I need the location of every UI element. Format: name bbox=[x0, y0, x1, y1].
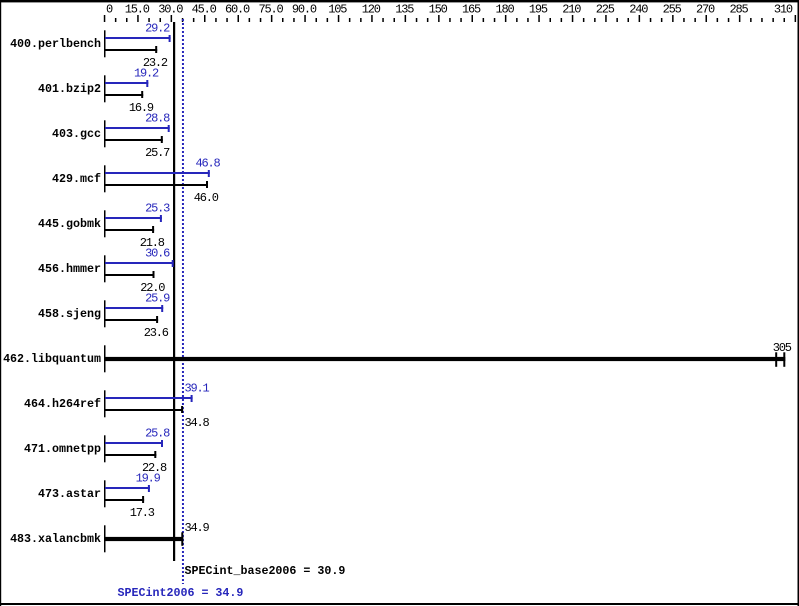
svg-text:15.0: 15.0 bbox=[125, 2, 150, 16]
svg-text:17.3: 17.3 bbox=[130, 506, 155, 520]
svg-text:240: 240 bbox=[629, 2, 648, 16]
svg-text:120: 120 bbox=[362, 2, 381, 16]
svg-text:473.astar: 473.astar bbox=[38, 487, 101, 501]
svg-text:400.perlbench: 400.perlbench bbox=[10, 37, 101, 51]
svg-text:180: 180 bbox=[495, 2, 514, 16]
svg-text:305: 305 bbox=[773, 341, 792, 355]
svg-text:45.0: 45.0 bbox=[192, 2, 217, 16]
svg-text:29.2: 29.2 bbox=[145, 22, 170, 36]
svg-text:464.h264ref: 464.h264ref bbox=[24, 397, 101, 411]
svg-text:285: 285 bbox=[729, 2, 748, 16]
svg-text:270: 270 bbox=[696, 2, 715, 16]
svg-text:16.9: 16.9 bbox=[129, 101, 154, 115]
svg-text:SPECint2006 = 34.9: SPECint2006 = 34.9 bbox=[118, 586, 244, 600]
svg-text:403.gcc: 403.gcc bbox=[52, 127, 101, 141]
svg-text:90.0: 90.0 bbox=[292, 2, 317, 16]
svg-text:210: 210 bbox=[562, 2, 581, 16]
svg-text:456.hmmer: 456.hmmer bbox=[38, 262, 101, 276]
svg-text:195: 195 bbox=[529, 2, 548, 16]
svg-text:310: 310 bbox=[774, 2, 793, 16]
svg-text:39.1: 39.1 bbox=[185, 382, 210, 396]
svg-text:75.0: 75.0 bbox=[258, 2, 283, 16]
svg-text:25.7: 25.7 bbox=[145, 146, 170, 160]
svg-text:150: 150 bbox=[429, 2, 448, 16]
svg-text:46.0: 46.0 bbox=[194, 191, 219, 205]
svg-text:28.8: 28.8 bbox=[145, 112, 170, 126]
svg-text:0: 0 bbox=[106, 2, 113, 16]
svg-text:135: 135 bbox=[395, 2, 414, 16]
svg-text:30.0: 30.0 bbox=[158, 2, 183, 16]
svg-text:21.8: 21.8 bbox=[140, 236, 165, 250]
svg-text:34.9: 34.9 bbox=[185, 521, 210, 535]
svg-text:25.8: 25.8 bbox=[145, 427, 170, 441]
svg-text:46.8: 46.8 bbox=[195, 157, 220, 171]
svg-text:105: 105 bbox=[328, 2, 347, 16]
svg-text:23.6: 23.6 bbox=[144, 326, 169, 340]
svg-text:445.gobmk: 445.gobmk bbox=[38, 217, 101, 231]
svg-text:225: 225 bbox=[596, 2, 615, 16]
svg-text:255: 255 bbox=[663, 2, 682, 16]
svg-text:483.xalancbmk: 483.xalancbmk bbox=[10, 532, 101, 546]
svg-text:165: 165 bbox=[462, 2, 481, 16]
svg-text:SPECint_base2006 = 30.9: SPECint_base2006 = 30.9 bbox=[185, 564, 346, 578]
svg-text:429.mcf: 429.mcf bbox=[52, 172, 101, 186]
svg-text:471.omnetpp: 471.omnetpp bbox=[24, 442, 101, 456]
svg-text:25.3: 25.3 bbox=[145, 202, 170, 216]
svg-text:30.6: 30.6 bbox=[145, 247, 170, 261]
svg-text:25.9: 25.9 bbox=[145, 292, 170, 306]
svg-text:19.2: 19.2 bbox=[134, 67, 159, 81]
svg-text:22.8: 22.8 bbox=[142, 461, 167, 475]
svg-text:458.sjeng: 458.sjeng bbox=[38, 307, 101, 321]
svg-text:19.9: 19.9 bbox=[136, 472, 161, 486]
svg-text:462.libquantum: 462.libquantum bbox=[3, 352, 101, 366]
svg-text:22.0: 22.0 bbox=[140, 281, 165, 295]
svg-text:34.8: 34.8 bbox=[185, 416, 210, 430]
svg-text:60.0: 60.0 bbox=[225, 2, 250, 16]
svg-text:401.bzip2: 401.bzip2 bbox=[38, 82, 101, 96]
svg-text:23.2: 23.2 bbox=[143, 56, 168, 70]
